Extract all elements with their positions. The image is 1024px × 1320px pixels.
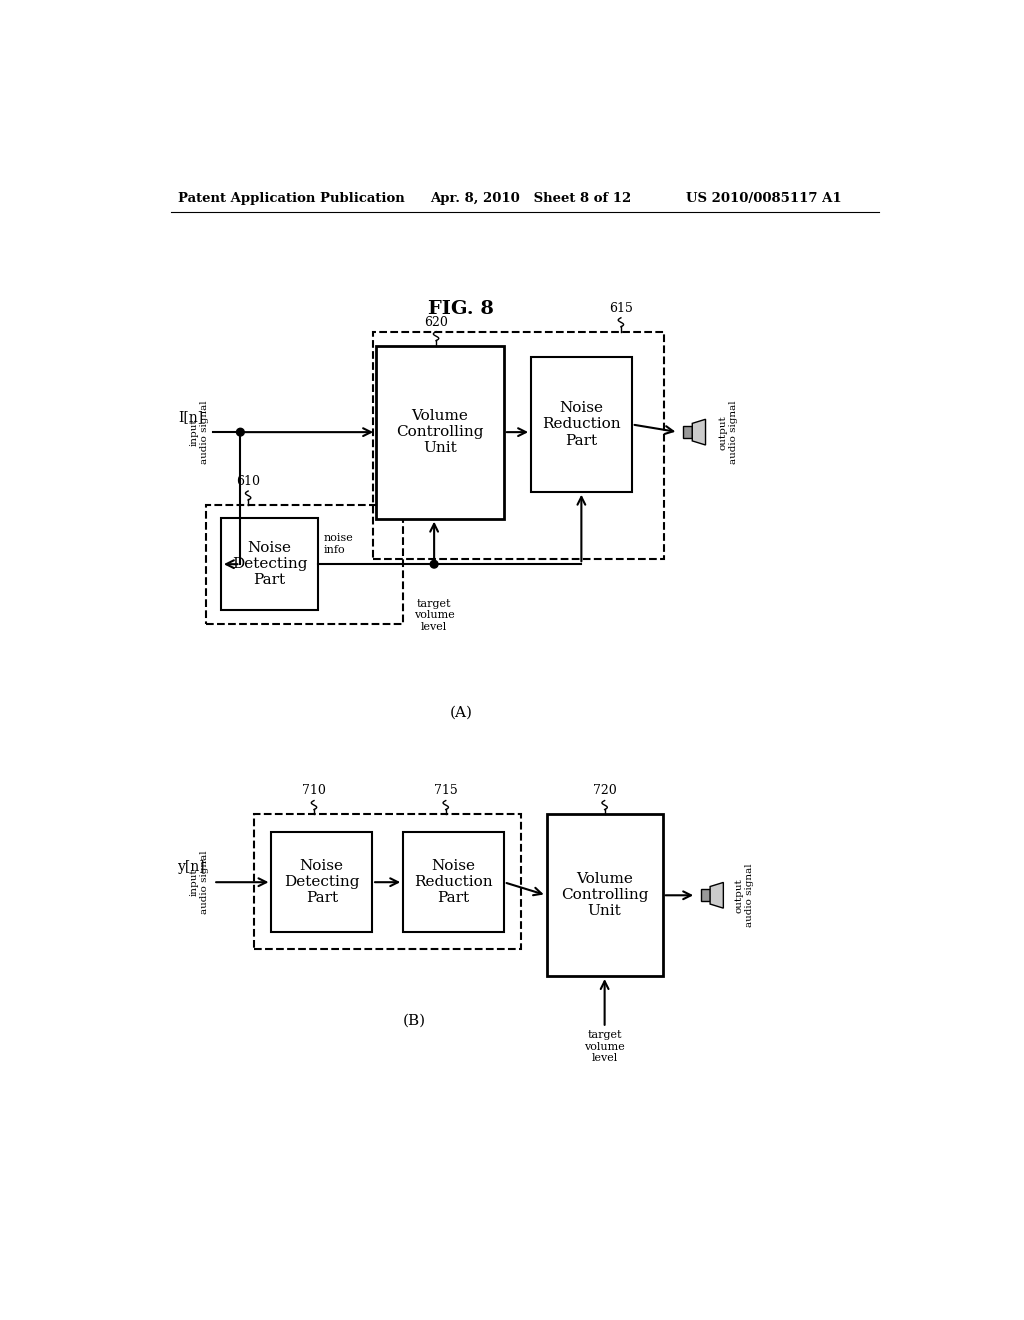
Text: 615: 615 (609, 302, 633, 314)
Bar (683, 426, 692, 438)
Bar (254, 814, 521, 949)
Bar (206, 504, 403, 624)
Text: US 2010/0085117 A1: US 2010/0085117 A1 (686, 191, 842, 205)
Text: (B): (B) (403, 1014, 426, 1028)
Text: output
audio signal: output audio signal (719, 400, 738, 463)
Text: I[n]: I[n] (178, 411, 204, 425)
Text: Noise
Reduction
Part: Noise Reduction Part (414, 859, 493, 906)
Text: output
audio signal: output audio signal (734, 863, 754, 927)
Text: 715: 715 (434, 784, 458, 797)
Bar (701, 890, 710, 902)
Text: Noise
Detecting
Part: Noise Detecting Part (231, 541, 307, 587)
Text: Patent Application Publication: Patent Application Publication (178, 191, 406, 205)
Text: input
audio signal: input audio signal (189, 400, 209, 463)
Text: input
audio signal: input audio signal (189, 850, 209, 913)
Text: Apr. 8, 2010   Sheet 8 of 12: Apr. 8, 2010 Sheet 8 of 12 (430, 191, 632, 205)
Bar (376, 346, 504, 519)
Text: y[n]: y[n] (178, 861, 206, 875)
Circle shape (237, 428, 245, 436)
Bar (271, 832, 372, 932)
Text: 720: 720 (593, 784, 616, 797)
Text: FIG. 8: FIG. 8 (428, 300, 495, 318)
Circle shape (430, 560, 438, 568)
Text: target
volume
level: target volume level (414, 599, 455, 632)
Bar (403, 832, 504, 932)
Polygon shape (710, 882, 723, 908)
Text: 620: 620 (424, 315, 449, 329)
Text: target
volume
level: target volume level (585, 1030, 625, 1063)
Bar (373, 331, 664, 558)
Text: noise
info: noise info (324, 533, 354, 554)
Text: Noise
Reduction
Part: Noise Reduction Part (542, 401, 621, 447)
Text: Volume
Controlling
Unit: Volume Controlling Unit (561, 873, 648, 919)
Text: 610: 610 (237, 475, 260, 488)
Text: Volume
Controlling
Unit: Volume Controlling Unit (396, 409, 483, 455)
Polygon shape (692, 420, 706, 445)
Text: (A): (A) (450, 706, 473, 719)
Bar (531, 358, 632, 492)
Text: Noise
Detecting
Part: Noise Detecting Part (284, 859, 359, 906)
Bar (221, 517, 317, 610)
Bar (547, 814, 663, 977)
Text: 710: 710 (302, 784, 326, 797)
